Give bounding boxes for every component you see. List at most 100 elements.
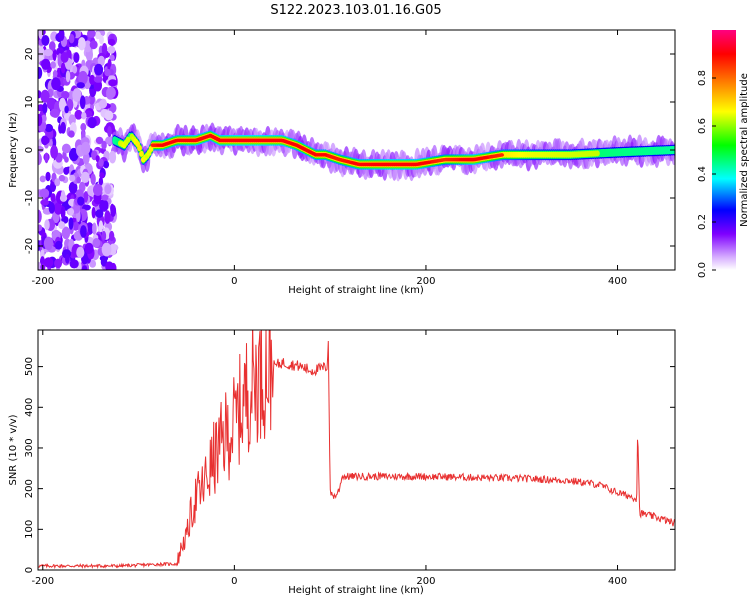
noise-blob xyxy=(80,225,87,238)
snr-x-tick-label: 400 xyxy=(608,576,627,587)
noise-blob xyxy=(58,174,66,182)
noise-blob xyxy=(93,76,103,83)
noise-blob xyxy=(87,30,96,38)
noise-blob xyxy=(68,181,78,194)
snr-y-label: SNR (10 * v/v) xyxy=(8,414,19,485)
spectrogram-x-tick-label: 0 xyxy=(231,276,237,287)
noise-blob xyxy=(69,259,79,269)
noise-blob xyxy=(99,199,109,212)
noise-blob xyxy=(101,194,109,201)
noise-blob xyxy=(72,88,82,102)
noise-blob xyxy=(98,220,104,233)
noise-blob xyxy=(89,40,98,50)
noise-blob xyxy=(104,184,112,195)
noise-blob xyxy=(38,46,44,54)
noise-blob xyxy=(50,193,56,203)
noise-blob xyxy=(83,191,89,203)
noise-blob xyxy=(50,61,57,69)
spectrogram-y-tick-label: -20 xyxy=(24,238,35,254)
colorbar-tick-label: 0.8 xyxy=(697,70,708,86)
noise-blob xyxy=(91,206,96,219)
noise-blob xyxy=(80,171,90,183)
colorbar-tick-label: 0.0 xyxy=(697,262,708,278)
snr-axes: -200 0 200 400 0 100 200 300 400 500 xyxy=(24,330,675,587)
noise-blob xyxy=(80,123,87,132)
noise-blob xyxy=(58,30,65,41)
noise-blob xyxy=(84,242,94,254)
noise-blob xyxy=(38,145,44,153)
noise-blob xyxy=(46,97,57,110)
colorbar-gradient xyxy=(712,30,736,270)
ridge-peak xyxy=(426,161,432,164)
noise-blob xyxy=(58,221,66,230)
noise-blob xyxy=(38,30,44,40)
noise-blob xyxy=(61,143,71,154)
noise-blob xyxy=(107,38,116,46)
noise-blob xyxy=(77,37,86,51)
noise-blob xyxy=(49,108,60,118)
noise-blob xyxy=(41,34,50,47)
noise-blob xyxy=(65,70,71,83)
noise-blob xyxy=(54,178,61,187)
colorbar-ticks: 0.0 0.2 0.4 0.6 0.8 xyxy=(697,70,716,278)
noise-blob xyxy=(95,209,104,218)
noise-blob xyxy=(63,167,70,175)
noise-blob xyxy=(98,158,104,167)
noise-blob xyxy=(64,156,69,163)
snr-y-tick-label: 500 xyxy=(24,357,35,376)
spectrogram-y-tick-label: 10 xyxy=(24,96,35,109)
noise-blob xyxy=(79,95,86,110)
spectrogram-axes: -200 0 200 400 -20 -10 0 10 20 xyxy=(24,30,675,287)
noise-blob xyxy=(81,265,88,270)
noise-blob xyxy=(89,259,97,268)
noise-blob xyxy=(40,199,50,206)
noise-blob xyxy=(76,246,85,259)
snr-y-tick-label: 300 xyxy=(24,438,35,457)
noise-blob xyxy=(68,217,74,230)
noise-blob xyxy=(44,152,49,164)
noise-blob xyxy=(82,152,90,165)
noise-blob xyxy=(38,209,42,224)
noise-blob xyxy=(75,189,85,200)
noise-blob xyxy=(42,102,48,114)
noise-blob xyxy=(97,55,105,67)
noise-blob xyxy=(109,243,117,256)
noise-blob xyxy=(87,116,97,129)
noise-blob xyxy=(92,237,101,248)
noise-blob xyxy=(60,51,69,63)
snr-x-label: Height of straight line (km) xyxy=(288,585,424,596)
snr-y-tick-label: 0 xyxy=(24,567,35,573)
noise-blob xyxy=(101,140,107,150)
snr-frame xyxy=(37,329,676,571)
noise-blob xyxy=(101,242,112,257)
noise-blob xyxy=(107,125,112,138)
noise-blob xyxy=(92,183,103,196)
noise-blob xyxy=(99,172,105,179)
noise-blob xyxy=(53,202,63,215)
noise-blob xyxy=(52,48,57,61)
spectrogram-image xyxy=(38,30,675,270)
ridge-cell xyxy=(137,145,142,152)
noise-blob xyxy=(38,66,43,79)
noise-blob xyxy=(58,97,67,112)
ridge-peak xyxy=(483,156,489,159)
noise-blob xyxy=(60,206,66,219)
spectrogram-x-tick-label: -200 xyxy=(31,276,54,287)
ridge-cell xyxy=(139,150,144,157)
noise-blob xyxy=(64,105,69,114)
noise-blob xyxy=(89,74,96,86)
noise-blob xyxy=(73,52,80,64)
noise-blob xyxy=(39,249,45,259)
noise-blob xyxy=(61,226,71,240)
spectrogram-x-tick-label: 200 xyxy=(416,276,435,287)
noise-blob xyxy=(108,79,118,87)
noise-blob xyxy=(95,155,100,163)
noise-blob xyxy=(43,236,54,251)
noise-blob xyxy=(107,45,116,54)
noise-blob xyxy=(101,42,108,56)
noise-blob xyxy=(95,136,104,145)
snr-y-tick-label: 200 xyxy=(24,479,35,498)
noise-blob xyxy=(41,58,51,70)
colorbar-label: Normalized spectral amplitude xyxy=(739,73,750,227)
noise-blob xyxy=(98,99,108,109)
